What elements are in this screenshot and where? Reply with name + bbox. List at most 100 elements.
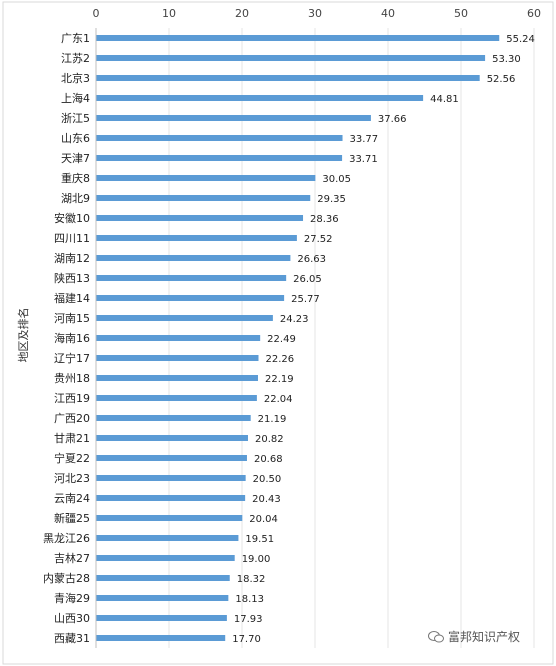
category-label-4: 上海4 — [61, 91, 90, 105]
value-label-29: 18.13 — [235, 594, 264, 605]
category-label-10: 安徽10 — [54, 211, 90, 225]
category-label-30: 山西30 — [54, 612, 90, 625]
value-label-9: 29.35 — [317, 194, 346, 205]
bar-7 — [96, 155, 343, 161]
bar-4 — [96, 95, 424, 101]
bar-9 — [96, 195, 311, 201]
value-label-27: 19.00 — [242, 554, 271, 565]
bar-26 — [96, 535, 239, 541]
category-label-1: 广东1 — [61, 32, 90, 45]
category-label-8: 重庆8 — [61, 171, 90, 185]
category-label-13: 陕西13 — [54, 271, 90, 285]
category-label-11: 四川11 — [54, 232, 90, 245]
value-label-5: 37.66 — [378, 114, 407, 125]
bar-17 — [96, 355, 259, 361]
category-label-18: 贵州18 — [54, 372, 90, 385]
bar-12 — [96, 255, 291, 261]
value-labels: 55.24 53.30 52.56 44.81 37.66 33.77 33.71 30.05… — [232, 34, 535, 645]
bar-13 — [96, 275, 287, 281]
y-axis-label: 地区及排名 — [16, 308, 30, 363]
bar-3 — [96, 75, 480, 81]
value-label-22: 20.68 — [254, 454, 283, 465]
gridlines — [168, 28, 535, 648]
bar-15 — [96, 315, 273, 321]
x-tick-label-4: 40 — [381, 7, 395, 20]
value-label-10: 28.36 — [310, 214, 339, 225]
bar-11 — [96, 235, 297, 241]
value-label-17: 22.26 — [265, 354, 294, 365]
value-label-31: 17.70 — [232, 634, 261, 645]
value-label-13: 26.05 — [293, 274, 322, 285]
category-label-17: 辽宁17 — [54, 351, 90, 365]
bar-28 — [96, 575, 230, 581]
x-tick-label-1: 10 — [162, 7, 176, 20]
category-label-6: 山东6 — [61, 132, 90, 145]
bar-25 — [96, 515, 243, 521]
value-label-21: 20.82 — [255, 434, 284, 445]
category-label-20: 广西20 — [54, 412, 90, 425]
value-label-16: 22.49 — [267, 334, 296, 345]
value-label-8: 30.05 — [322, 174, 351, 185]
value-label-15: 24.23 — [280, 314, 309, 325]
bar-22 — [96, 455, 247, 461]
value-label-19: 22.04 — [264, 394, 293, 405]
value-label-2: 53.30 — [492, 54, 521, 65]
value-label-24: 20.43 — [252, 494, 281, 505]
bar-16 — [96, 335, 261, 341]
value-label-3: 52.56 — [487, 74, 516, 85]
watermark: 富邦知识产权 — [428, 628, 520, 645]
bar-8 — [96, 175, 316, 181]
x-tick-label-3: 30 — [308, 7, 322, 20]
value-label-18: 22.19 — [265, 374, 294, 385]
bar-10 — [96, 215, 304, 221]
x-tick-label-2: 20 — [235, 7, 249, 20]
category-label-9: 湖北9 — [61, 192, 90, 205]
bar-14 — [96, 295, 285, 301]
value-label-26: 19.51 — [245, 534, 274, 545]
bar-24 — [96, 495, 246, 501]
category-label-22: 宁夏22 — [54, 451, 90, 465]
category-label-2: 江苏2 — [61, 52, 90, 65]
category-label-31: 西藏31 — [54, 632, 90, 645]
watermark-text: 富邦知识产权 — [448, 630, 521, 644]
value-label-7: 33.71 — [349, 154, 378, 165]
x-axis-ticks: 0 10 20 30 40 50 60 — [93, 7, 542, 20]
value-label-1: 55.24 — [506, 34, 535, 45]
category-label-3: 北京3 — [61, 71, 90, 85]
category-label-7: 天津7 — [61, 152, 90, 165]
value-label-6: 33.77 — [350, 134, 379, 145]
category-label-29: 青海29 — [54, 591, 90, 605]
bar-18 — [96, 375, 258, 381]
category-label-27: 吉林27 — [54, 551, 90, 565]
bar-31 — [96, 635, 226, 641]
value-label-12: 26.63 — [297, 254, 326, 265]
category-label-21: 甘肃21 — [54, 432, 90, 445]
category-label-14: 福建14 — [54, 291, 90, 305]
category-label-24: 云南24 — [54, 492, 90, 505]
value-label-30: 17.93 — [234, 614, 263, 625]
value-label-20: 21.19 — [258, 414, 287, 425]
bar-29 — [96, 595, 229, 601]
value-label-14: 25.77 — [291, 294, 320, 305]
category-label-28: 内蒙古28 — [43, 571, 90, 585]
x-tick-label-6: 60 — [527, 7, 541, 20]
wechat-icon — [428, 630, 444, 642]
bar-21 — [96, 435, 248, 441]
value-label-28: 18.32 — [237, 574, 266, 585]
x-tick-label-0: 0 — [93, 7, 100, 20]
bar-23 — [96, 475, 246, 481]
category-label-23: 河北23 — [54, 472, 90, 485]
bar-30 — [96, 615, 227, 621]
value-label-4: 44.81 — [430, 94, 459, 105]
category-label-12: 湖南12 — [54, 252, 90, 265]
category-label-16: 海南16 — [54, 331, 90, 345]
category-label-5: 浙江5 — [61, 112, 90, 125]
bar-5 — [96, 115, 371, 121]
bar-19 — [96, 395, 257, 401]
value-label-11: 27.52 — [304, 234, 333, 245]
category-label-15: 河南15 — [54, 312, 90, 325]
bar-20 — [96, 415, 251, 421]
category-label-25: 新疆25 — [54, 511, 90, 525]
category-label-26: 黑龙江26 — [43, 532, 90, 545]
